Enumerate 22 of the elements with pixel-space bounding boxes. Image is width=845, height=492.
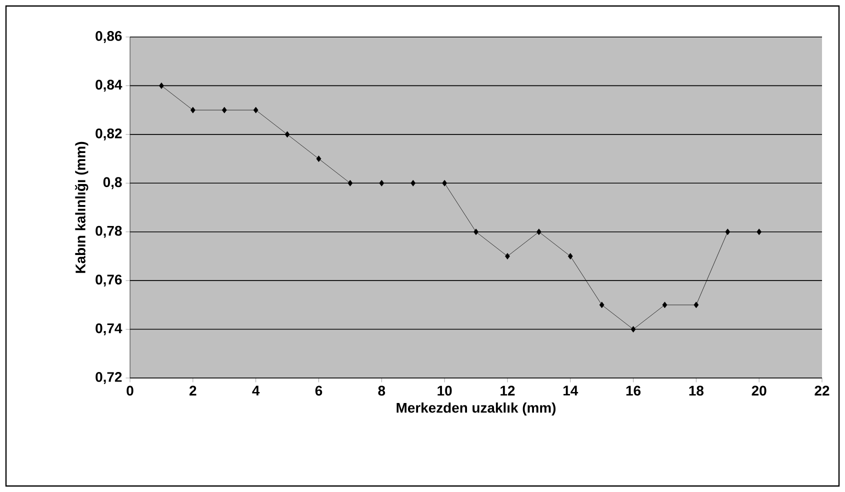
- x-tick-label: 20: [752, 386, 766, 396]
- x-tick-label: 22: [814, 386, 830, 396]
- y-tick-label: 0,86: [96, 31, 122, 43]
- x-tick-label: 12: [500, 386, 515, 396]
- x-tick-label: 6: [315, 386, 322, 396]
- y-tick-label: 0,78: [96, 226, 122, 238]
- x-tick-label: 10: [438, 386, 452, 396]
- x-tick-label: 16: [626, 386, 641, 396]
- y-axis-title: Kabın kalınlığı (mm): [75, 142, 88, 273]
- x-axis-title: Merkezden uzaklık (mm): [396, 402, 556, 416]
- x-tick-label: 18: [689, 386, 704, 396]
- y-tick-label: 0,74: [96, 323, 122, 336]
- y-tick-label: 0,76: [96, 274, 122, 287]
- x-tick-label: 8: [378, 386, 386, 396]
- y-tick-label: 0,72: [96, 372, 122, 384]
- y-tick-label: 0,84: [96, 80, 122, 92]
- x-tick-label: 2: [190, 386, 196, 396]
- x-tick-label: 14: [563, 386, 578, 396]
- y-tick-label: 0,8: [103, 177, 122, 190]
- x-tick-label: 0: [126, 386, 134, 396]
- y-tick-label: 0,82: [96, 128, 122, 140]
- x-tick-label: 4: [252, 386, 260, 396]
